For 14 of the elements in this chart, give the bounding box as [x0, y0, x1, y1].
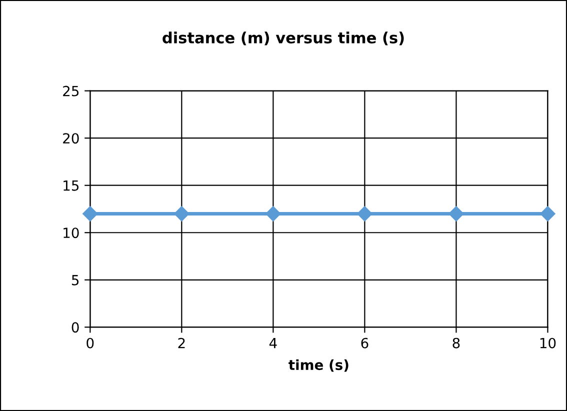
x-tick-label: 0	[86, 338, 94, 348]
x-tick-label: 10	[540, 338, 556, 348]
x-tick-label: 8	[452, 338, 460, 348]
x-tick-label: 4	[269, 338, 277, 348]
x-axis-title: time (s)	[288, 359, 348, 372]
y-tick-label: 0	[72, 322, 79, 333]
y-tick-label: 15	[64, 180, 79, 191]
y-tick-label: 5	[72, 275, 79, 286]
chart-title: distance (m) versus time (s)	[162, 32, 404, 46]
x-tick-label: 6	[361, 338, 368, 348]
x-tick-label: 2	[178, 338, 185, 348]
y-tick-label: 10	[64, 228, 79, 238]
y-tick-label: 20	[63, 133, 79, 144]
y-tick-label: 25	[63, 86, 79, 96]
